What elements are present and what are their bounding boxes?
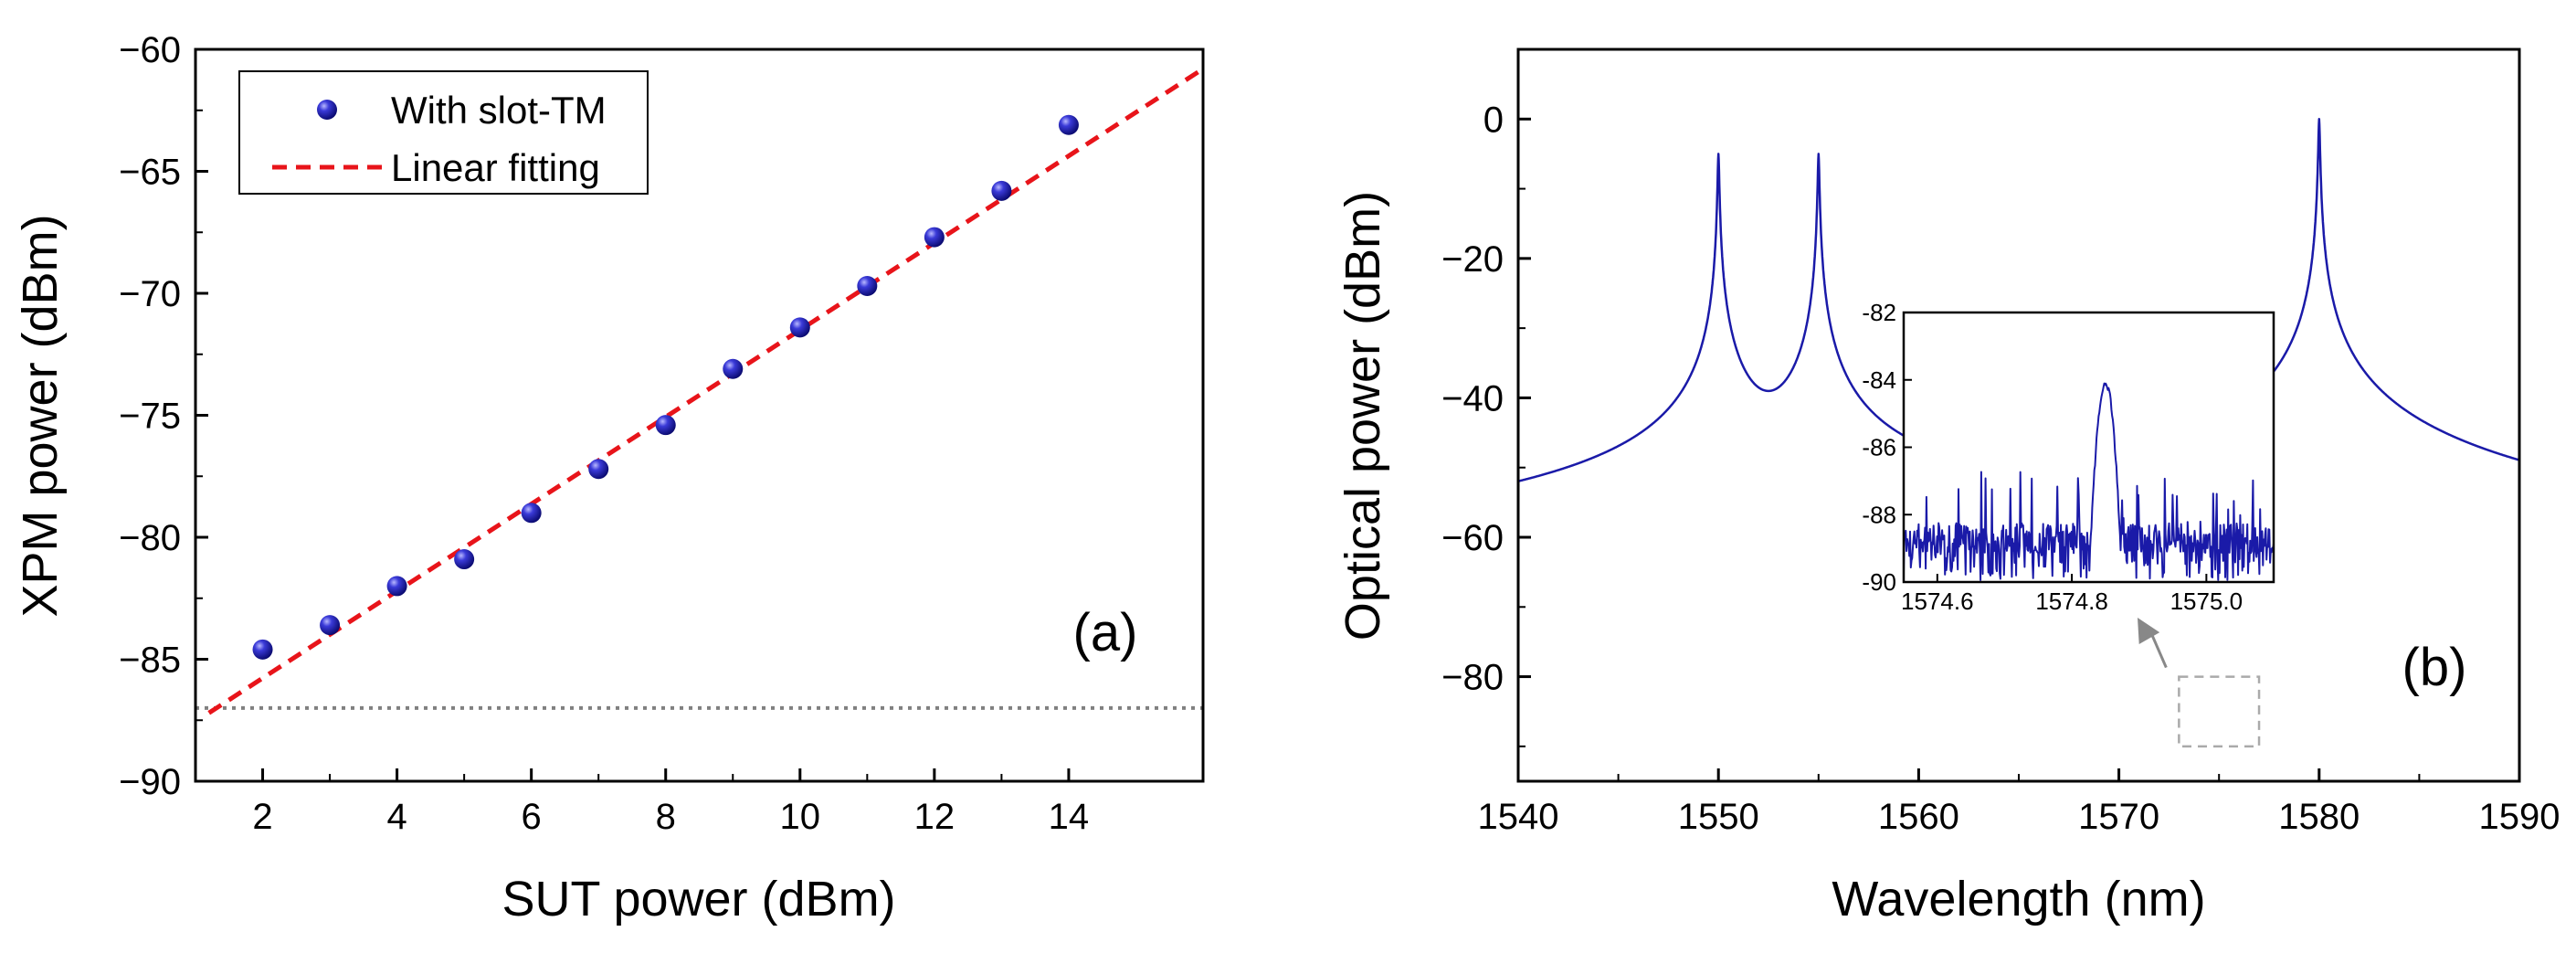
legend-box [238, 70, 649, 195]
data-point [320, 615, 341, 636]
data-point [723, 358, 744, 379]
x-tick-label-a: 14 [1049, 797, 1090, 837]
y-tick-label-a: −65 [119, 153, 181, 193]
legend-label-scatter: With slot-TM [391, 89, 607, 132]
x-tick-label-b: 1550 [1678, 797, 1759, 837]
y-tick-label-b: −20 [1441, 239, 1504, 280]
x-tick-label-b: 1580 [2278, 797, 2360, 837]
data-point [789, 317, 810, 338]
inset-y-tick-label: -90 [1862, 568, 1896, 596]
data-point [521, 503, 542, 524]
inset-spectrum-line [1904, 382, 2274, 581]
x-tick-label-a: 10 [780, 797, 821, 837]
y-tick-label-b: −60 [1441, 518, 1504, 558]
inset-x-tick-label: 1574.6 [1901, 588, 1974, 615]
y-tick-label-a: −75 [119, 397, 181, 437]
data-point [857, 275, 878, 296]
panel-label-a: (a) [1073, 603, 1138, 662]
data-point [588, 459, 609, 480]
x-tick-label-b: 1560 [1878, 797, 1959, 837]
inset-pointer-arrowhead [2138, 618, 2160, 644]
y-tick-label-a: −60 [119, 30, 181, 70]
y-axis-title-b: Optical power (dBm) [1336, 191, 1390, 641]
inset-chart: 1574.6 1574.8 1575.0 -90 -88 -86 -84 -82 [1862, 299, 2275, 615]
data-point [252, 639, 273, 660]
x-tick-label-b: 1570 [2078, 797, 2159, 837]
y-tick-label-b: −80 [1441, 658, 1504, 698]
legend-a: With slot-TM Linear fitting [238, 70, 649, 195]
x-tick-label-a: 2 [252, 797, 272, 837]
chart-a: 2 4 6 8 10 12 14 −90 −85 −80 −75 −70 −65 −60 SUT powe… [13, 30, 1205, 927]
x-tick-label-a: 12 [914, 797, 955, 837]
x-axis-title-b: Wavelength (nm) [1832, 872, 2205, 927]
x-tick-label-a: 8 [656, 797, 676, 837]
inset-y-tick-label: -84 [1862, 366, 1896, 394]
y-tick-label-a: −80 [119, 518, 181, 558]
data-point [1058, 114, 1079, 135]
inset-y-tick-label: -88 [1862, 501, 1896, 528]
data-point [655, 415, 676, 436]
data-point [991, 180, 1012, 201]
inset-y-tick-label: -86 [1862, 434, 1896, 461]
y-tick-label-b: −40 [1441, 378, 1504, 418]
inset-y-tick-label: -82 [1862, 299, 1896, 326]
y-axis-title-a: XPM power (dBm) [13, 214, 68, 617]
linear-fit-line [207, 67, 1203, 715]
highlight-box [2178, 675, 2261, 748]
data-point [454, 549, 475, 570]
x-tick-label-a: 4 [386, 797, 406, 837]
data-point [386, 576, 407, 597]
y-tick-label-b: 0 [1483, 100, 1504, 140]
inset-x-tick-label: 1574.8 [2035, 588, 2108, 615]
legend-label-fit: Linear fitting [391, 146, 600, 189]
inset-x-tick-label: 1575.0 [2170, 588, 2243, 615]
y-tick-label-a: −70 [119, 274, 181, 314]
x-tick-label-b: 1590 [2479, 797, 2560, 837]
chart-b: 1540 1550 1560 1570 1580 1590 0 −20 −40 −60 −80 Wa… [1336, 48, 2560, 927]
y-tick-label-a: −90 [119, 762, 181, 802]
x-tick-label-b: 1540 [1478, 797, 1559, 837]
x-tick-label-a: 6 [522, 797, 542, 837]
y-tick-label-a: −85 [119, 641, 181, 681]
data-point [924, 227, 945, 248]
legend-marker-scatter [317, 100, 337, 120]
x-axis-title-a: SUT power (dBm) [501, 872, 895, 927]
panel-label-b: (b) [2402, 638, 2467, 697]
